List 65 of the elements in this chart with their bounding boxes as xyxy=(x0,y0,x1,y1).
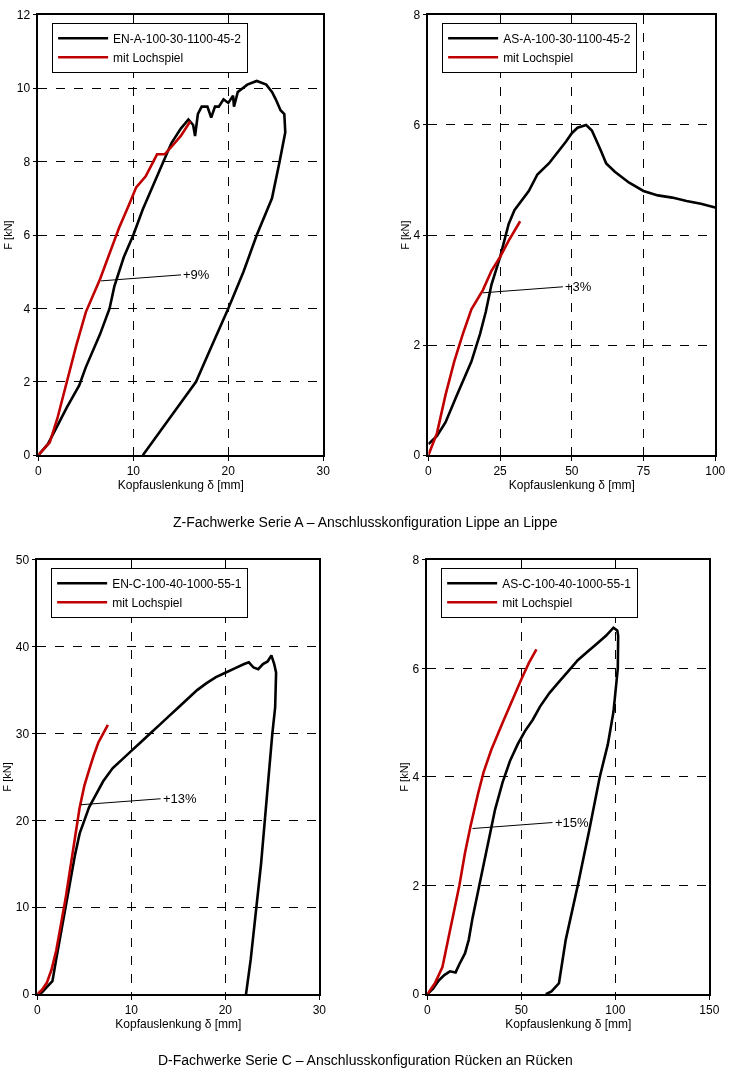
x-tick-label: 150 xyxy=(699,1003,720,1018)
x-tick-label: 0 xyxy=(34,1003,42,1018)
line-series xyxy=(428,219,522,456)
legend-label: EN-A-100-30-1100-45-2 xyxy=(113,31,242,46)
x-tick-label: 75 xyxy=(636,464,651,479)
y-tick-label: 0 xyxy=(22,987,30,1002)
y-tick-label: 4 xyxy=(23,301,31,316)
y-tick-label: 8 xyxy=(412,552,420,567)
y-tick-label: 12 xyxy=(16,8,31,23)
y-axis-title: F [kN] xyxy=(397,762,410,792)
x-tick-label: 30 xyxy=(316,464,331,479)
x-tick-label: 50 xyxy=(514,1003,529,1018)
y-tick-label: 2 xyxy=(412,878,420,893)
y-tick-label: 8 xyxy=(413,8,421,23)
y-tick-label: 40 xyxy=(15,639,30,654)
x-tick-label: 30 xyxy=(312,1003,327,1018)
x-tick-label: 20 xyxy=(218,1003,233,1018)
x-tick-label: 25 xyxy=(493,464,508,479)
legend-label: AS-A-100-30-1100-45-2 xyxy=(503,31,631,46)
x-tick-label: 10 xyxy=(126,464,141,479)
x-axis-title: Kopfauslenkung δ [mm] xyxy=(115,1017,242,1032)
annotation: +9% xyxy=(183,267,210,282)
y-axis-title: F [kN] xyxy=(2,220,15,250)
y-tick-label: 2 xyxy=(413,338,421,353)
x-tick-label: 0 xyxy=(424,1003,432,1018)
legend-label: mit Lochspiel xyxy=(112,595,183,610)
annotation: +13% xyxy=(163,791,198,806)
y-tick-label: 8 xyxy=(23,154,31,169)
legend-label: mit Lochspiel xyxy=(502,595,573,610)
y-tick-label: 50 xyxy=(15,552,30,567)
legend-label: mit Lochspiel xyxy=(113,50,184,65)
line-series xyxy=(37,723,110,995)
annotation: +3% xyxy=(565,279,592,294)
x-tick-label: 100 xyxy=(605,1003,626,1018)
legend-label: AS-C-100-40-1000-55-1 xyxy=(502,576,632,591)
y-tick-label: 10 xyxy=(15,900,30,915)
y-tick-label: 10 xyxy=(16,81,31,96)
y-tick-label: 0 xyxy=(412,987,420,1002)
x-tick-label: 0 xyxy=(425,464,433,479)
x-axis-title: Kopfauslenkung δ [mm] xyxy=(117,478,244,493)
x-tick-label: 100 xyxy=(705,464,726,479)
x-tick-label: 50 xyxy=(565,464,579,479)
y-tick-label: 6 xyxy=(23,228,31,243)
y-tick-label: 4 xyxy=(413,228,421,243)
x-axis-title: Kopfauslenkung δ [mm] xyxy=(508,478,635,493)
y-tick-label: 0 xyxy=(413,448,421,463)
y-tick-label: 6 xyxy=(412,661,420,676)
legend-label: EN-C-100-40-1000-55-1 xyxy=(112,576,242,591)
y-tick-label: 4 xyxy=(412,770,420,785)
annotation: +15% xyxy=(555,815,590,830)
x-axis-title: Kopfauslenkung δ [mm] xyxy=(505,1017,632,1032)
y-axis-title: F [kN] xyxy=(1,762,14,792)
x-tick-label: 10 xyxy=(124,1003,139,1018)
y-tick-label: 20 xyxy=(15,813,30,828)
x-tick-label: 0 xyxy=(35,464,43,479)
line-series xyxy=(427,648,538,995)
text: D-Fachwerke Serie C – Anschlusskonfiguration Rücken an Rücken xyxy=(158,1052,573,1068)
legend-label: mit Lochspiel xyxy=(503,50,574,65)
y-tick-label: 30 xyxy=(15,726,30,741)
y-tick-label: 6 xyxy=(413,118,421,133)
y-tick-label: 2 xyxy=(23,374,31,389)
y-axis-title: F [kN] xyxy=(398,220,411,250)
text: Z-Fachwerke Serie A – Anschlusskonfiguration Lippe an Lippe xyxy=(173,514,558,530)
x-tick-label: 20 xyxy=(221,464,236,479)
y-tick-label: 0 xyxy=(23,448,31,463)
